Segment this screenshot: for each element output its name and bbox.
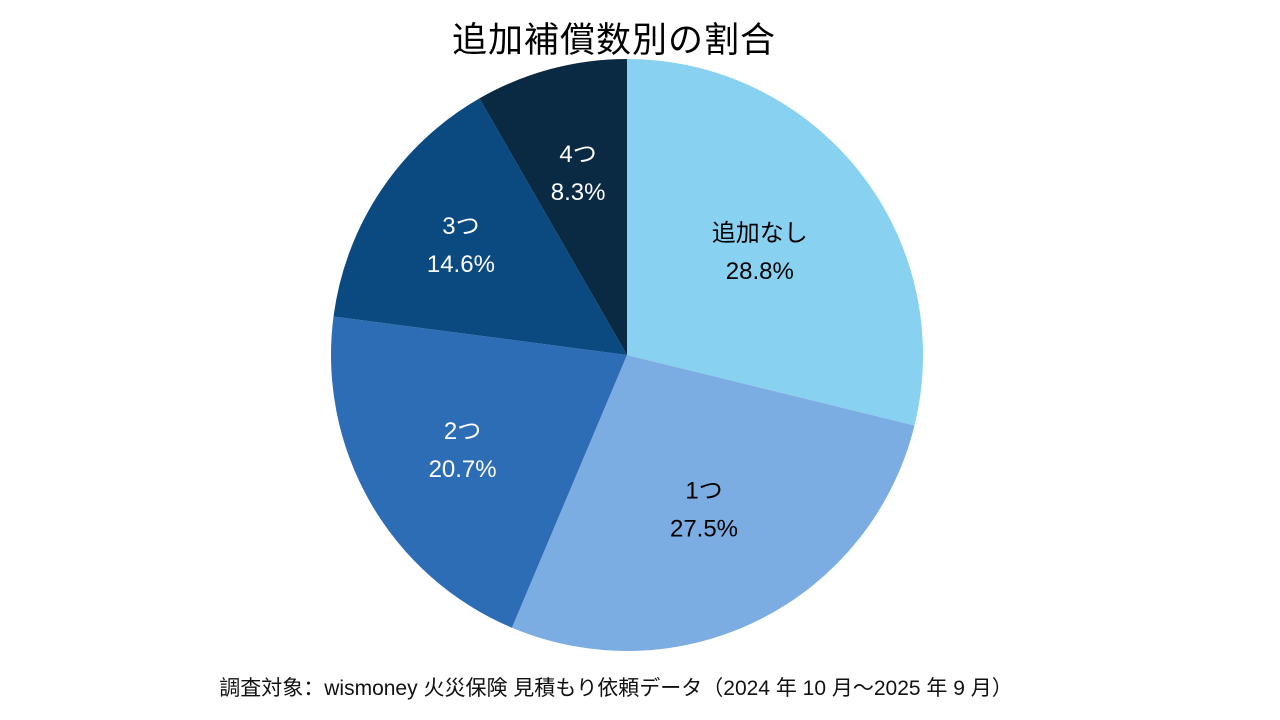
pie-slice-2 (331, 316, 627, 628)
slice-label-0: 追加なし (712, 220, 808, 247)
slice-percentage-3: 14.6% (427, 251, 495, 278)
slice-label-3: 3つ (442, 213, 479, 240)
slice-percentage-1: 27.5% (670, 515, 738, 542)
slice-percentage-4: 8.3% (551, 179, 606, 206)
chart-title: 追加補償数別の割合 (451, 21, 777, 60)
pie-slice-4 (479, 58, 627, 355)
slice-label-4: 4つ (559, 141, 596, 168)
slice-percentage-2: 20.7% (429, 456, 497, 483)
source-note: 調査対象：wismoney 火災保険 見積もり依頼データ（2024 年 10 月… (219, 677, 1013, 700)
slice-label-1: 1つ (685, 477, 722, 504)
pie-slice-3 (333, 98, 627, 356)
pie-slice-1 (511, 355, 915, 652)
slice-label-2: 2つ (444, 418, 481, 445)
slice-percentage-0: 28.8% (726, 258, 794, 285)
pie-slice-0 (627, 59, 924, 426)
